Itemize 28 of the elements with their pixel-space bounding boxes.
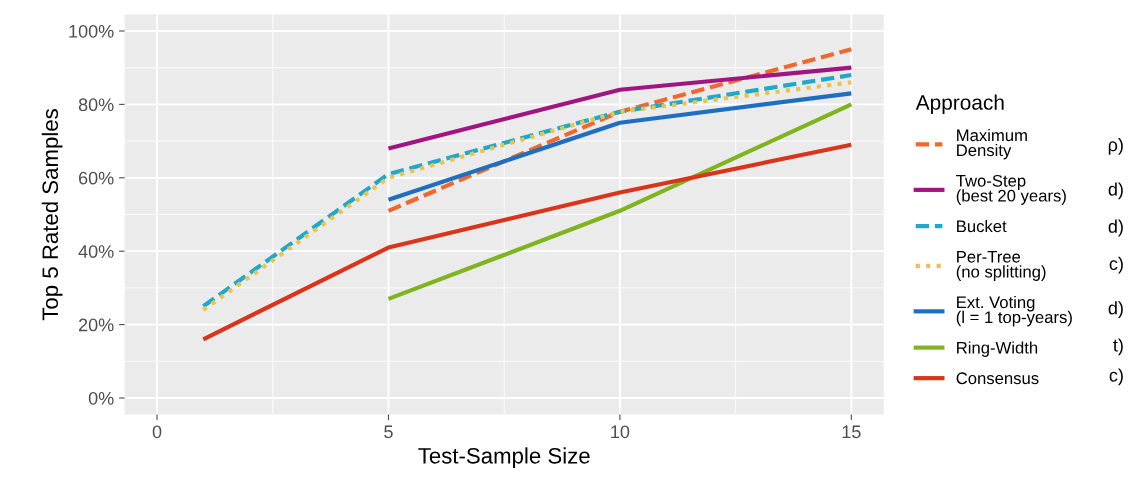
line-series [201, 142, 854, 342]
legend-label: Maximum Density [957, 128, 1027, 160]
y-tick-label: 60% [78, 171, 114, 185]
legend-title: Approach [915, 94, 1004, 114]
text: d) [1108, 219, 1123, 237]
y-tick-label: 40% [78, 245, 114, 258]
y-axis-title: Top 5 Rated Samples [41, 109, 63, 321]
text: ρ) [1108, 137, 1123, 155]
y-tick-label: 100% [69, 24, 114, 38]
text: c) [1109, 368, 1123, 386]
legend-label: Bucket [957, 219, 1007, 233]
legend-label: Two-Step (best 20 years) [956, 174, 1066, 205]
text: d) [1108, 182, 1123, 200]
legend-label: Ring-Width [957, 341, 1038, 357]
x-tick-label: 15 [842, 425, 861, 439]
y-tick-label: 0% [88, 391, 114, 405]
x-tick-label: 5 [384, 425, 393, 439]
text: c) [1109, 256, 1123, 274]
legend-label: Consensus [956, 372, 1039, 385]
x-tick-label: 0 [152, 425, 162, 439]
text: t) [1113, 338, 1123, 356]
x-tick-label: 10 [611, 425, 630, 439]
text: d) [1108, 301, 1123, 319]
x-axis-title: Test-Sample Size [418, 447, 590, 469]
legend-label: Per-Tree (no splitting) [956, 251, 1046, 281]
y-tick-label: 20% [78, 318, 114, 332]
y-tick-label: 80% [78, 98, 114, 112]
legend-label: Ext. Voting (l = 1 top-years) [956, 295, 1072, 327]
